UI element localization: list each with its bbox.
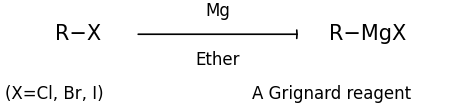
Text: Mg: Mg [206,2,230,20]
Text: (X=Cl, Br, I): (X=Cl, Br, I) [5,85,103,103]
Text: R−MgX: R−MgX [329,24,406,44]
Text: R−X: R−X [55,24,101,44]
Text: Ether: Ether [196,51,240,69]
Text: A Grignard reagent: A Grignard reagent [252,85,412,103]
